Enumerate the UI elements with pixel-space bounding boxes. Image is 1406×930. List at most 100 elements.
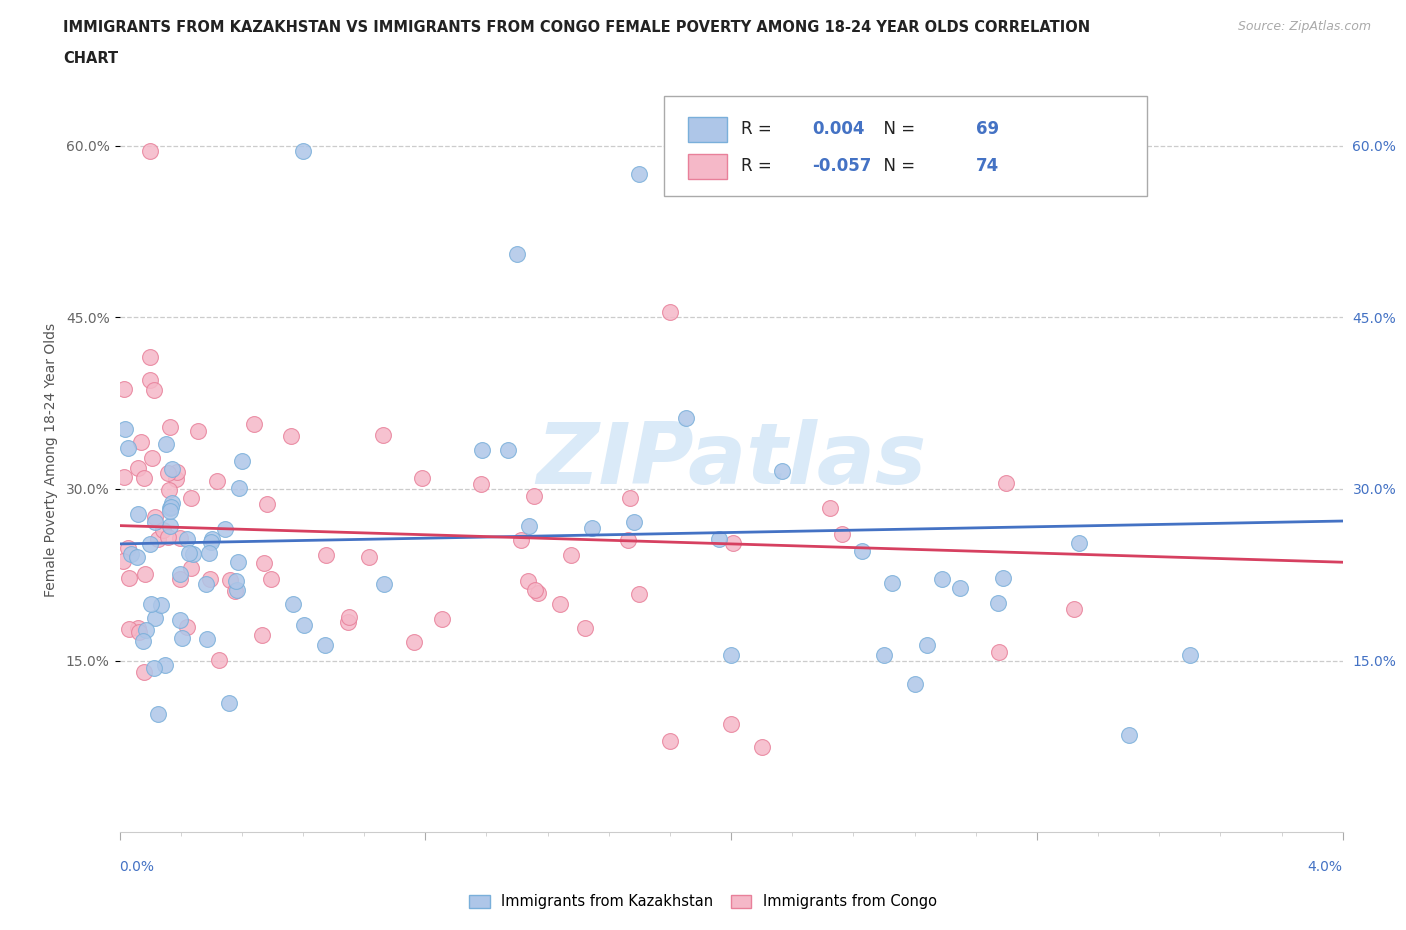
Point xyxy=(995,476,1018,491)
Point xyxy=(166,465,188,480)
Point xyxy=(208,652,231,667)
Point xyxy=(153,658,176,672)
Point xyxy=(214,522,236,537)
Point xyxy=(226,582,249,597)
Point xyxy=(162,461,184,476)
Point xyxy=(118,622,141,637)
Text: ZIPatlas: ZIPatlas xyxy=(536,418,927,502)
Point xyxy=(707,532,730,547)
Text: R =: R = xyxy=(741,120,778,139)
Point xyxy=(225,574,247,589)
Point xyxy=(1178,647,1201,662)
Point xyxy=(187,424,209,439)
Text: -0.057: -0.057 xyxy=(811,157,872,176)
Y-axis label: Female Poverty Among 18-24 Year Olds: Female Poverty Among 18-24 Year Olds xyxy=(44,324,58,597)
Point xyxy=(159,500,181,515)
Point xyxy=(143,611,166,626)
Point xyxy=(987,595,1010,610)
Point xyxy=(373,577,395,591)
Point xyxy=(1118,727,1140,742)
Point xyxy=(176,531,198,546)
Point xyxy=(146,707,169,722)
Point xyxy=(915,637,938,652)
Point xyxy=(818,501,841,516)
Point xyxy=(581,521,603,536)
Point xyxy=(675,410,697,425)
Point xyxy=(1063,602,1085,617)
Text: Source: ZipAtlas.com: Source: ZipAtlas.com xyxy=(1237,20,1371,33)
Point xyxy=(751,739,773,754)
Point xyxy=(619,490,641,505)
Text: N =: N = xyxy=(873,157,921,176)
Point xyxy=(471,443,494,458)
Point xyxy=(720,647,742,662)
Point xyxy=(617,532,640,547)
Point xyxy=(143,514,166,529)
Point xyxy=(169,571,191,586)
Point xyxy=(169,612,191,627)
Point xyxy=(127,550,149,565)
Point xyxy=(226,554,249,569)
Point xyxy=(141,597,163,612)
Point xyxy=(256,496,278,511)
Point xyxy=(253,556,276,571)
Point xyxy=(198,571,221,586)
Point xyxy=(143,382,166,397)
Point xyxy=(170,631,193,645)
Point xyxy=(250,627,273,642)
Point xyxy=(176,619,198,634)
Point xyxy=(159,519,181,534)
Point xyxy=(149,598,172,613)
Point xyxy=(195,577,218,591)
Point xyxy=(523,582,546,597)
Point xyxy=(159,503,181,518)
Text: 74: 74 xyxy=(976,157,1000,176)
Point xyxy=(181,546,204,561)
Point xyxy=(873,647,896,662)
Point xyxy=(628,166,651,181)
Text: 0.004: 0.004 xyxy=(811,120,865,139)
Point xyxy=(851,543,873,558)
Point xyxy=(470,476,492,491)
Point xyxy=(160,496,183,511)
Point xyxy=(658,734,681,749)
Point xyxy=(224,583,246,598)
Point xyxy=(141,450,163,465)
Point xyxy=(120,547,142,562)
Point xyxy=(139,537,162,551)
Point xyxy=(228,481,250,496)
Point xyxy=(526,586,548,601)
Point xyxy=(402,634,425,649)
Point xyxy=(991,570,1014,585)
Point xyxy=(135,623,157,638)
Point xyxy=(574,620,596,635)
Point xyxy=(260,571,283,586)
Point xyxy=(560,548,582,563)
Point xyxy=(198,546,221,561)
Point xyxy=(292,618,315,632)
Point xyxy=(949,580,972,595)
Point xyxy=(770,463,793,478)
Point xyxy=(357,550,380,565)
Point xyxy=(169,531,191,546)
Point xyxy=(152,523,174,538)
Point xyxy=(134,665,156,680)
Point xyxy=(339,610,361,625)
Point xyxy=(371,428,394,443)
Text: 0.0%: 0.0% xyxy=(120,860,155,874)
Text: 4.0%: 4.0% xyxy=(1308,860,1343,874)
Point xyxy=(156,466,179,481)
Point xyxy=(200,535,222,550)
FancyBboxPatch shape xyxy=(664,96,1147,196)
Text: N =: N = xyxy=(873,120,921,139)
Point xyxy=(880,576,903,591)
Point xyxy=(129,434,152,449)
Text: CHART: CHART xyxy=(63,51,118,66)
Point xyxy=(169,566,191,581)
Point xyxy=(127,507,149,522)
Point xyxy=(127,620,149,635)
Point xyxy=(931,572,953,587)
Point xyxy=(988,644,1011,659)
Point xyxy=(623,514,645,529)
Point xyxy=(315,548,337,563)
